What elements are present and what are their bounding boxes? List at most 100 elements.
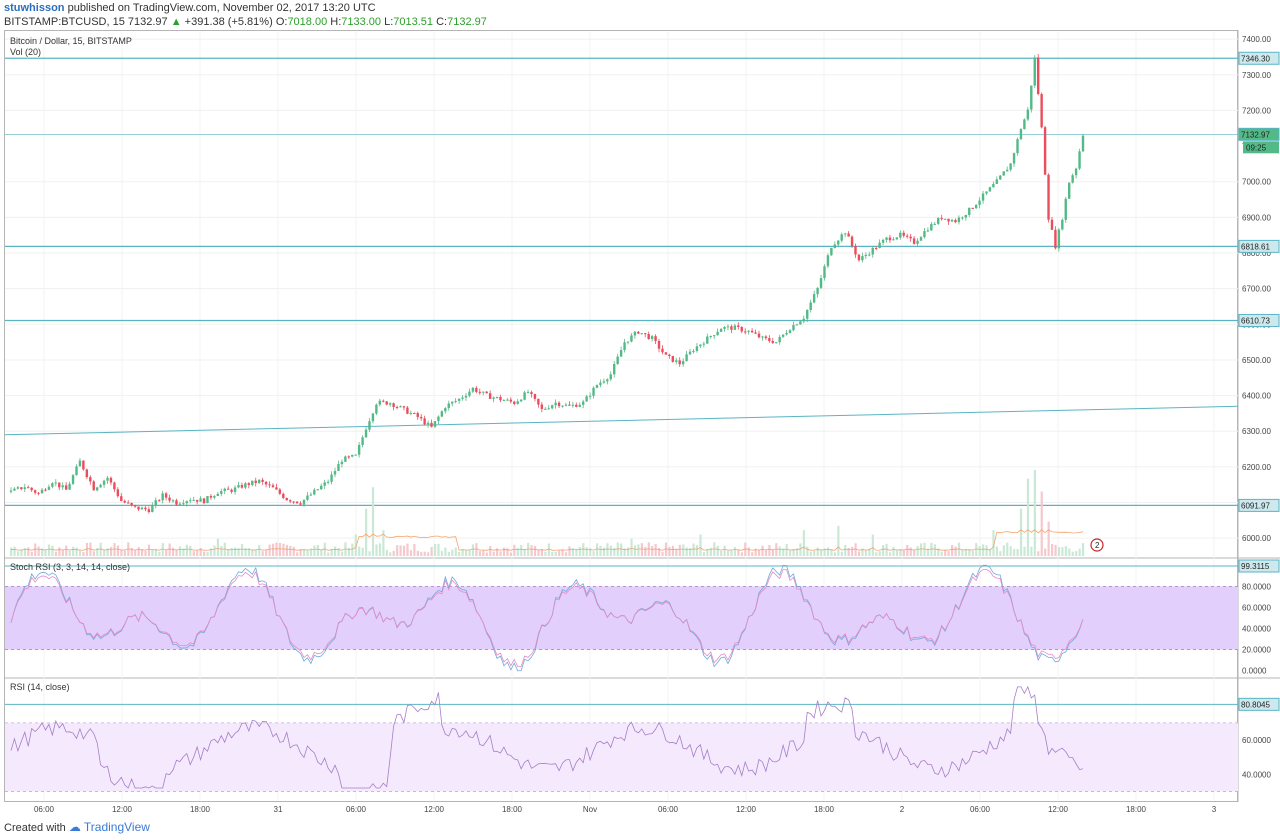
candle-body	[854, 245, 857, 255]
ohlc-line: BITSTAMP:BTCUSD, 15 7132.97 ▲ +391.38 (+…	[4, 16, 487, 28]
volume-bar	[923, 542, 926, 556]
candle-body	[1002, 171, 1005, 176]
volume-bar	[799, 543, 802, 556]
countdown-tag	[1243, 141, 1279, 154]
volume-bar	[951, 545, 954, 556]
volume-bar	[1006, 542, 1009, 556]
candle-body	[506, 399, 509, 401]
rsi-tick-label: 40.0000	[1242, 770, 1271, 779]
volume-bar	[406, 543, 409, 556]
candle-body	[519, 399, 523, 402]
volume-bar	[558, 550, 561, 556]
volume-bar	[1037, 551, 1040, 556]
volume-bar	[23, 547, 26, 556]
volume-bar	[888, 552, 892, 556]
candle-body	[137, 506, 140, 510]
candle-body	[454, 400, 457, 402]
candle-body	[781, 334, 785, 337]
candle-body	[140, 507, 144, 510]
volume-bar	[640, 543, 643, 556]
volume-bar	[830, 549, 833, 556]
author-link[interactable]: stuwhisson	[4, 2, 65, 14]
volume-bar	[51, 545, 54, 556]
candle-body	[843, 233, 847, 235]
volume-bar	[737, 549, 740, 556]
symbol-label: BITSTAMP:BTCUSD, 15	[4, 16, 125, 28]
candle-body	[892, 239, 895, 241]
candle-body	[285, 498, 288, 501]
volume-bar	[644, 546, 647, 556]
volume-bar	[678, 544, 681, 556]
candle-body	[151, 505, 154, 513]
event-flag-label: 2	[1095, 541, 1100, 550]
volume-bar	[861, 548, 864, 556]
volume-bar	[992, 530, 995, 556]
volume-bar	[547, 543, 550, 556]
candle-body	[161, 493, 164, 501]
candle-body	[730, 326, 733, 330]
open-label: O:	[275, 16, 288, 28]
candle-body	[775, 342, 778, 344]
candle-body	[613, 364, 616, 375]
candle-body	[37, 492, 40, 494]
level-tag	[1238, 239, 1280, 253]
candle-body	[547, 408, 550, 410]
volume-bar	[509, 552, 513, 556]
volume-bar	[1047, 521, 1050, 556]
candle-body	[964, 214, 968, 218]
candle-body	[354, 454, 357, 456]
candle-body	[158, 500, 161, 502]
volume-bar	[564, 552, 568, 556]
volume-bar	[358, 546, 361, 556]
candle-body	[413, 413, 416, 415]
volume-bar	[754, 548, 757, 556]
volume-bar	[433, 543, 437, 556]
candle-body	[23, 487, 26, 490]
candle-body	[78, 460, 82, 467]
volume-bar	[633, 545, 637, 556]
volume-bar	[937, 548, 940, 556]
volume-bar	[244, 547, 247, 556]
volume-bar	[468, 549, 471, 556]
x-tick-label: 06:00	[658, 805, 679, 814]
volume-bar	[68, 550, 71, 556]
candle-body	[478, 391, 481, 393]
volume-bar	[578, 546, 581, 556]
countdown-label: 09:25	[1246, 143, 1267, 152]
candle-body	[702, 343, 706, 345]
candle-body	[20, 487, 23, 490]
price-tick-label: 6300.00	[1242, 427, 1271, 436]
volume-bar	[268, 544, 271, 556]
volume-bar	[844, 544, 847, 556]
candle-body	[1061, 219, 1064, 230]
volume-bar	[478, 551, 481, 556]
trendline	[4, 405, 1239, 436]
level-tag-label: 7132.97	[1241, 130, 1270, 139]
volume-bar	[1064, 546, 1067, 556]
volume-bar	[451, 549, 454, 556]
volume-bar	[533, 545, 537, 556]
candle-body	[199, 498, 202, 502]
volume-bar	[613, 547, 616, 556]
candle-body	[823, 266, 826, 279]
volume-bar	[1023, 546, 1026, 556]
volume-bar	[892, 547, 895, 556]
volume-bar	[768, 544, 771, 556]
volume-bar	[1075, 551, 1078, 556]
volume-bar	[137, 546, 140, 556]
candle-body	[809, 302, 812, 310]
volume-bar	[627, 547, 630, 556]
volume-bar	[1030, 546, 1033, 556]
rsi-band	[5, 722, 1238, 792]
candle-body	[1081, 135, 1085, 152]
volume-bar	[816, 547, 819, 556]
tradingview-brand[interactable]: TradingView	[83, 820, 150, 834]
volume-bar	[595, 543, 599, 556]
candle-body	[16, 487, 20, 489]
volume-bar	[857, 551, 861, 556]
volume-bar	[1044, 548, 1047, 556]
candle-body	[657, 340, 661, 349]
candle-body	[923, 231, 926, 238]
candle-body	[874, 247, 878, 249]
